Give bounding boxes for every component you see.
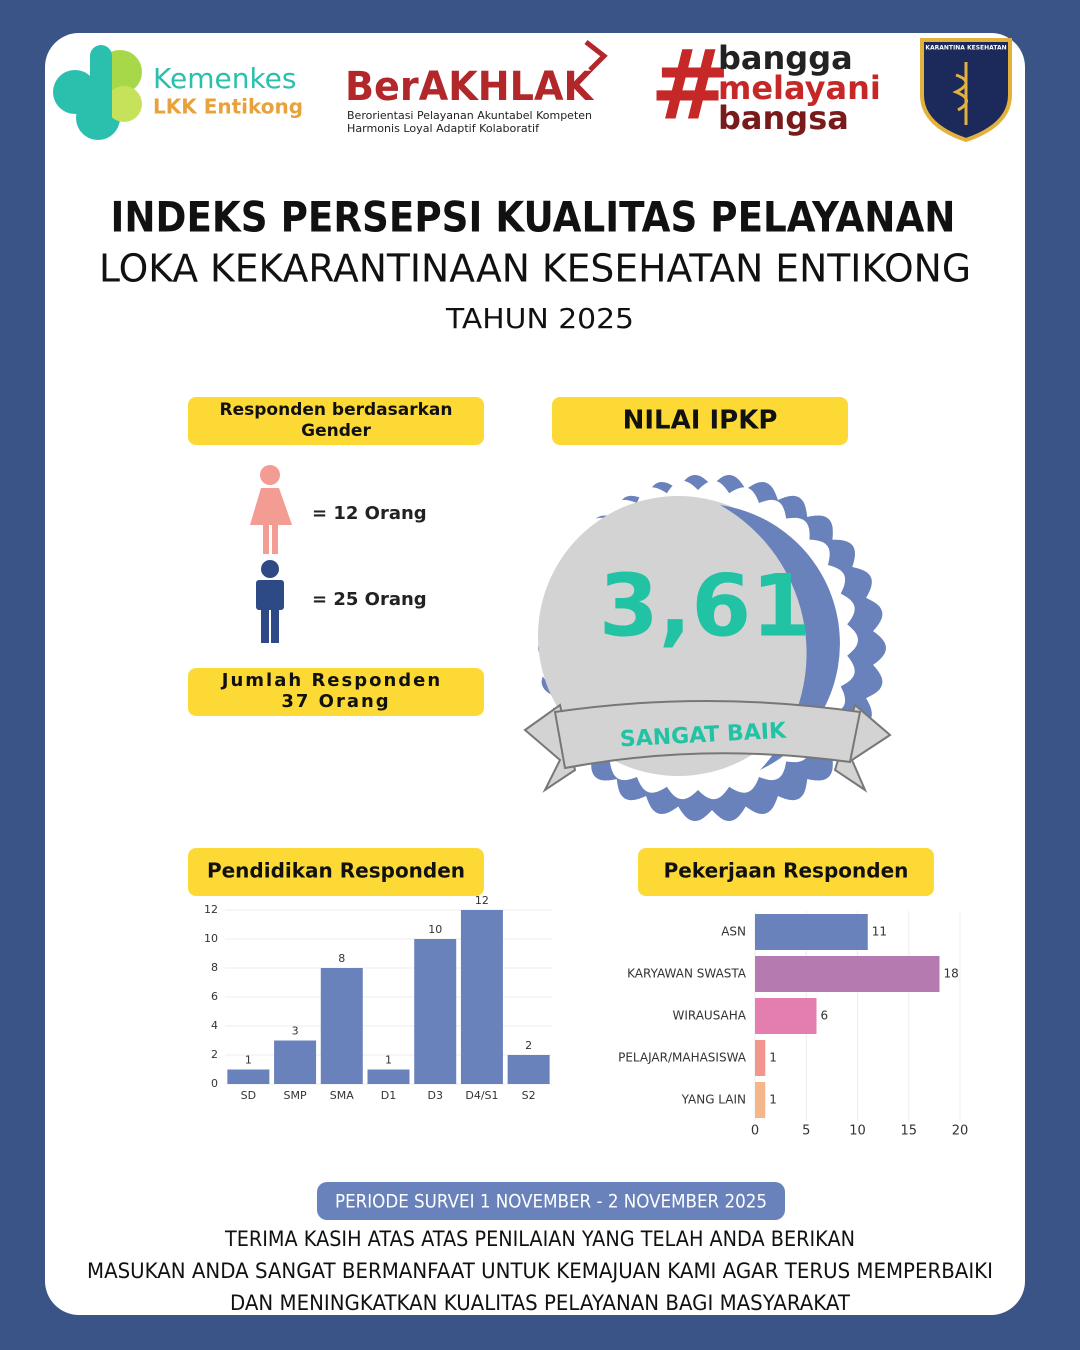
y-tick-label: 0 xyxy=(211,1077,218,1090)
bar xyxy=(755,998,817,1034)
card xyxy=(45,33,1025,1315)
y-tick-label: YANG LAIN xyxy=(681,1093,746,1107)
unit-text: LKK Entikong xyxy=(153,95,303,119)
x-tick-label: 0 xyxy=(751,1124,759,1139)
berakhlak-line: Berorientasi Pelayanan Akuntabel Kompete… xyxy=(347,110,592,122)
x-tick-label: D3 xyxy=(427,1089,442,1102)
berakhlak-arrow xyxy=(584,40,608,72)
y-tick-label: KARYAWAN SWASTA xyxy=(627,967,747,981)
ribbon xyxy=(553,700,862,770)
value-label: 2 xyxy=(525,1039,532,1052)
label-box xyxy=(188,848,484,896)
x-tick-label: S2 xyxy=(522,1089,536,1102)
male-count: = 25 Orang xyxy=(312,589,427,610)
value-label: 8 xyxy=(338,952,345,965)
x-tick-label: 15 xyxy=(900,1124,917,1139)
berakhlak: BerAKHLAK xyxy=(345,64,595,110)
label-box xyxy=(552,397,848,445)
x-tick-label: 20 xyxy=(952,1124,969,1139)
period-box xyxy=(317,1182,785,1220)
female-icon xyxy=(250,465,292,554)
y-tick-label: ASN xyxy=(721,925,746,939)
value-label: 6 xyxy=(821,1009,829,1023)
chart-title: Pendidikan Responden xyxy=(207,859,465,883)
y-tick-label: 6 xyxy=(211,990,218,1003)
footer-line: DAN MENINGKATKAN KUALITAS PELAYANAN BAGI… xyxy=(230,1291,850,1315)
label-box xyxy=(188,668,484,716)
badge xyxy=(523,475,892,821)
female-count: = 12 Orang xyxy=(312,503,427,524)
male-icon xyxy=(256,560,284,643)
bar xyxy=(414,939,457,1084)
gender-heading: Gender xyxy=(301,421,371,441)
chart-title: Pekerjaan Responden xyxy=(664,859,909,883)
slogan-word: bangga xyxy=(718,39,853,77)
y-tick-label: 4 xyxy=(211,1019,218,1032)
value-label: 1 xyxy=(769,1051,777,1065)
x-tick-label: D1 xyxy=(381,1089,396,1102)
total-count: 37 Orang xyxy=(281,691,390,712)
bar xyxy=(507,1055,550,1084)
hashtag: # xyxy=(650,29,730,141)
y-tick-label: 2 xyxy=(211,1048,218,1061)
x-tick-label: SD xyxy=(241,1089,256,1102)
bar xyxy=(367,1069,410,1084)
footer-line: TERIMA KASIH ATAS ATAS PENILAIAN YANG TE… xyxy=(224,1227,855,1251)
value-label: 1 xyxy=(769,1093,777,1107)
title: INDEKS PERSEPSI KUALITAS PELAYANAN xyxy=(111,193,956,242)
label-box xyxy=(188,397,484,445)
x-tick-label: SMA xyxy=(330,1089,354,1102)
subtitle: LOKA KEKARANTINAAN KESEHATAN ENTIKONG xyxy=(99,247,971,291)
value-label: 1 xyxy=(245,1054,252,1067)
value-label: 1 xyxy=(385,1054,392,1067)
bar xyxy=(755,914,868,950)
value-label: 11 xyxy=(872,925,887,939)
kemenkes-logo xyxy=(53,45,142,140)
slogan-word: melayani xyxy=(718,69,881,107)
value-label: 3 xyxy=(292,1025,299,1038)
x-tick-label: 5 xyxy=(802,1124,810,1139)
y-tick-label: 12 xyxy=(204,903,218,916)
badge-crescent xyxy=(720,505,840,770)
bar xyxy=(755,956,940,992)
emblem-text: KARANTINA KESEHATAN xyxy=(925,45,1006,52)
footer-line: MASUKAN ANDA SANGAT BERMANFAAT UNTUK KEM… xyxy=(87,1259,993,1283)
x-tick-label: SMP xyxy=(284,1089,307,1102)
bar xyxy=(755,1040,766,1076)
y-tick-label: WIRAUSAHA xyxy=(672,1009,746,1023)
y-tick-label: PELAJAR/MAHASISWA xyxy=(618,1051,747,1065)
berakhlak-line: Harmonis Loyal Adaptif Kolaboratif xyxy=(347,123,539,135)
bar xyxy=(755,1082,766,1118)
ipkp-heading: NILAI IPKP xyxy=(623,406,778,436)
value-label: 12 xyxy=(475,894,489,907)
value-label: 18 xyxy=(944,967,959,981)
y-tick-label: 8 xyxy=(211,961,218,974)
bar xyxy=(460,910,503,1084)
gender-heading: Responden berdasarkan xyxy=(220,400,453,420)
period: PERIODE SURVEI 1 NOVEMBER - 2 NOVEMBER 2… xyxy=(335,1191,767,1213)
bar xyxy=(320,968,363,1084)
ipkp-score: 3,61 xyxy=(599,556,811,656)
label-box xyxy=(638,848,934,896)
bar xyxy=(227,1069,270,1084)
total-label: Jumlah Responden xyxy=(220,670,442,691)
slogan-word: bangsa xyxy=(718,99,849,137)
bar xyxy=(274,1040,317,1084)
y-tick-label: 10 xyxy=(204,932,218,945)
x-tick-label: 10 xyxy=(849,1124,866,1139)
value-label: 10 xyxy=(428,923,442,936)
year: TAHUN 2025 xyxy=(445,302,634,335)
charts: 0 2 4 6 8 10 12 1 SD 3 SMP 8 SMA 1 D1 10 D3 12 D4/S1 2 S2 0 5 1… xyxy=(204,894,968,1139)
emblem xyxy=(920,38,1012,143)
x-tick-label: D4/S1 xyxy=(465,1089,498,1102)
kemenkes-text: Kemenkes xyxy=(153,62,296,95)
